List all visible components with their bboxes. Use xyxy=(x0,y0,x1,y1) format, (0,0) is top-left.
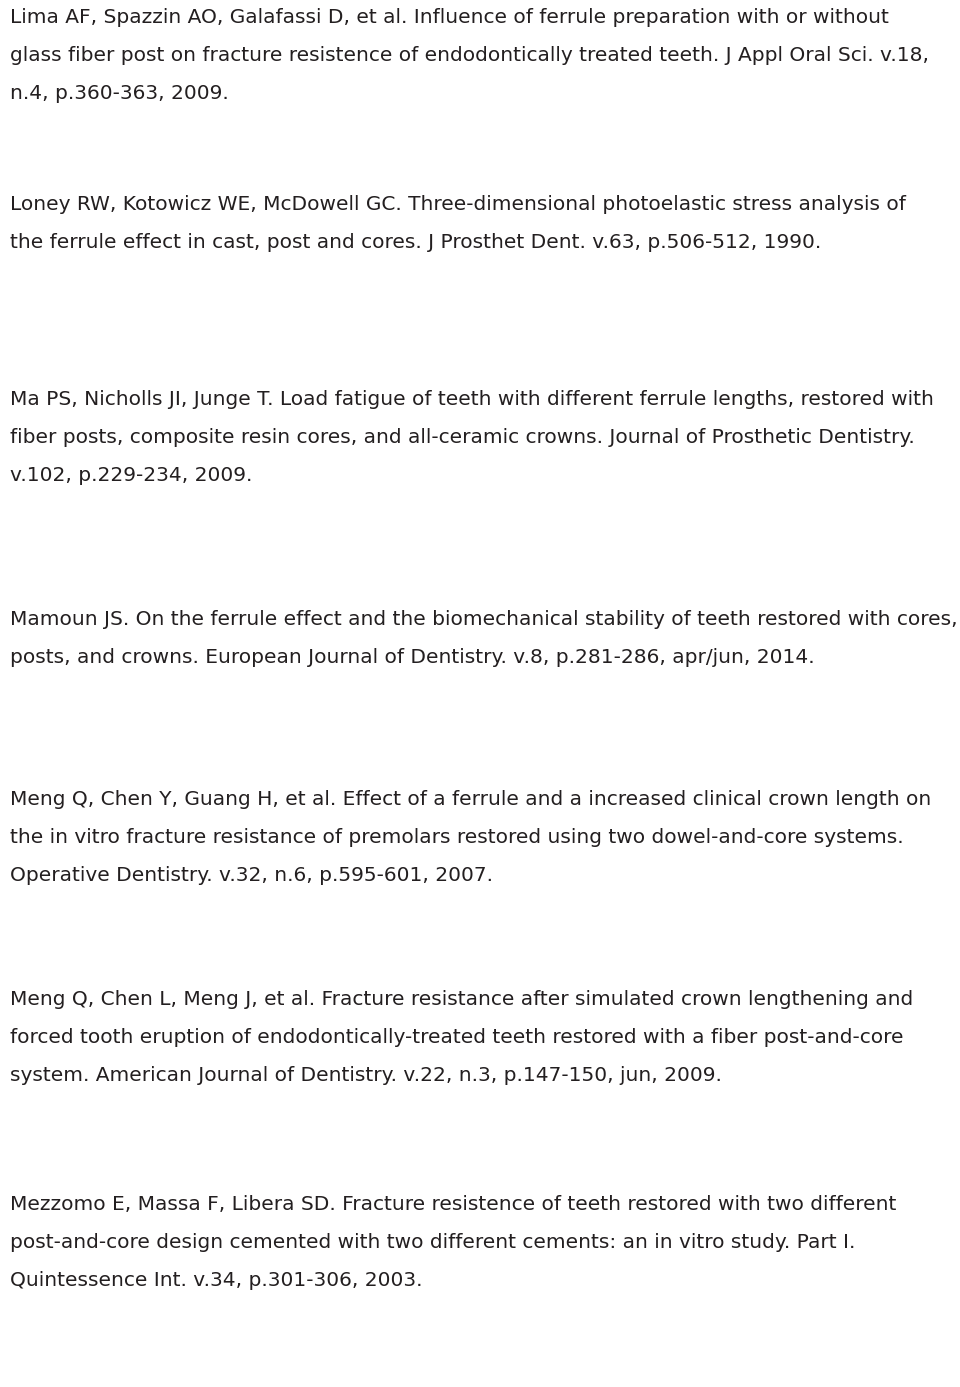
Text: v.102, p.229-234, 2009.: v.102, p.229-234, 2009. xyxy=(10,466,252,485)
Text: forced tooth eruption of endodontically-treated teeth restored with a fiber post: forced tooth eruption of endodontically-… xyxy=(10,1028,903,1047)
Text: the ferrule effect in cast, post and cores. J Prosthet Dent. v.63, p.506-512, 19: the ferrule effect in cast, post and cor… xyxy=(10,233,821,252)
Text: Ma PS, Nicholls JI, Junge T. Load fatigue of teeth with different ferrule length: Ma PS, Nicholls JI, Junge T. Load fatigu… xyxy=(10,390,934,409)
Text: n.4, p.360-363, 2009.: n.4, p.360-363, 2009. xyxy=(10,85,228,103)
Text: system. American Journal of Dentistry. v.22, n.3, p.147-150, jun, 2009.: system. American Journal of Dentistry. v… xyxy=(10,1067,722,1085)
Text: fiber posts, composite resin cores, and all-ceramic crowns. Journal of Prostheti: fiber posts, composite resin cores, and … xyxy=(10,429,915,447)
Text: glass fiber post on fracture resistence of endodontically treated teeth. J Appl : glass fiber post on fracture resistence … xyxy=(10,46,929,65)
Text: Meng Q, Chen Y, Guang H, et al. Effect of a ferrule and a increased clinical cro: Meng Q, Chen Y, Guang H, et al. Effect o… xyxy=(10,791,931,809)
Text: Loney RW, Kotowicz WE, McDowell GC. Three-dimensional photoelastic stress analys: Loney RW, Kotowicz WE, McDowell GC. Thre… xyxy=(10,196,906,214)
Text: Operative Dentistry. v.32, n.6, p.595-601, 2007.: Operative Dentistry. v.32, n.6, p.595-60… xyxy=(10,865,493,885)
Text: posts, and crowns. European Journal of Dentistry. v.8, p.281-286, apr/jun, 2014.: posts, and crowns. European Journal of D… xyxy=(10,648,815,667)
Text: the in vitro fracture resistance of premolars restored using two dowel-and-core : the in vitro fracture resistance of prem… xyxy=(10,828,903,847)
Text: post-and-core design cemented with two different cements: an in vitro study. Par: post-and-core design cemented with two d… xyxy=(10,1233,855,1252)
Text: Mezzomo E, Massa F, Libera SD. Fracture resistence of teeth restored with two di: Mezzomo E, Massa F, Libera SD. Fracture … xyxy=(10,1196,897,1214)
Text: Lima AF, Spazzin AO, Galafassi D, et al. Influence of ferrule preparation with o: Lima AF, Spazzin AO, Galafassi D, et al.… xyxy=(10,8,889,26)
Text: Meng Q, Chen L, Meng J, et al. Fracture resistance after simulated crown lengthe: Meng Q, Chen L, Meng J, et al. Fracture … xyxy=(10,990,913,1008)
Text: Mamoun JS. On the ferrule effect and the biomechanical stability of teeth restor: Mamoun JS. On the ferrule effect and the… xyxy=(10,610,958,628)
Text: Quintessence Int. v.34, p.301-306, 2003.: Quintessence Int. v.34, p.301-306, 2003. xyxy=(10,1270,422,1290)
